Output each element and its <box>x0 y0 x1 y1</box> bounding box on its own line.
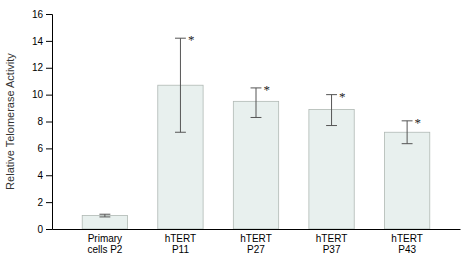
bar <box>233 101 278 229</box>
y-tick-mark <box>46 148 52 149</box>
annotation: * <box>188 32 195 47</box>
x-axis: Primarycells P2 hTERTP11 hTERTP27 hTERTP37 h… <box>53 230 461 256</box>
y-tick: 0 <box>37 224 52 235</box>
x-tick: hTERTP11 <box>165 233 197 255</box>
annotations: * * * * <box>188 32 421 130</box>
y-tick-label: 6 <box>37 143 43 154</box>
y-tick-mark <box>46 202 52 203</box>
error-bar <box>99 214 110 217</box>
x-tick-label: Primarycells P2 <box>87 233 122 255</box>
y-tick-mark <box>46 175 52 176</box>
y-tick: 12 <box>32 62 52 73</box>
x-tick: hTERTP37 <box>316 233 348 255</box>
x-axis-line <box>53 229 461 230</box>
x-tick-label: hTERTP43 <box>391 233 423 255</box>
x-tick-label: hTERTP27 <box>240 233 272 255</box>
bar <box>309 109 354 229</box>
y-tick-label: 16 <box>32 9 44 20</box>
y-axis-line <box>46 15 53 230</box>
x-tick-label: hTERTP11 <box>165 233 197 255</box>
y-tick-mark <box>46 229 52 230</box>
y-tick: 16 <box>32 9 52 20</box>
y-tick-label: 12 <box>32 62 44 73</box>
plot-area: 0 2 4 6 8 10 12 14 16 Primarycells P2 hTERTP11 hTER… <box>32 9 461 255</box>
error-bar <box>326 95 337 126</box>
annotation: * <box>339 89 346 104</box>
y-tick-mark <box>46 95 52 96</box>
bar <box>82 216 127 229</box>
y-tick: 2 <box>37 197 52 208</box>
x-tick: Primarycells P2 <box>87 233 122 255</box>
y-tick-label: 8 <box>37 116 43 127</box>
y-tick-mark <box>46 14 52 15</box>
y-tick-label: 14 <box>32 36 44 47</box>
x-tick-label: hTERTP37 <box>316 233 348 255</box>
chart: 0 2 4 6 8 10 12 14 16 Primarycells P2 hTERTP11 hTER… <box>0 0 474 269</box>
marks <box>82 38 430 229</box>
y-tick-mark <box>46 68 52 69</box>
x-tick: hTERTP27 <box>240 233 272 255</box>
y-tick-label: 2 <box>37 197 43 208</box>
y-tick-mark <box>46 122 52 123</box>
error-bar <box>251 88 262 118</box>
y-tick-label: 0 <box>37 224 43 235</box>
bar <box>384 132 429 229</box>
y-axis: 0 2 4 6 8 10 12 14 16 <box>32 9 53 235</box>
annotation: * <box>263 82 270 97</box>
error-bar <box>402 121 413 144</box>
y-tick-mark <box>46 41 52 42</box>
annotation: * <box>415 115 422 130</box>
y-tick: 10 <box>32 89 52 100</box>
y-tick: 4 <box>37 170 52 181</box>
x-tick: hTERTP43 <box>391 233 423 255</box>
y-axis-title: Relative Telomerase Activity <box>4 53 16 190</box>
error-bar <box>175 38 186 132</box>
y-tick-label: 4 <box>37 170 43 181</box>
y-tick: 6 <box>37 143 52 154</box>
y-tick: 8 <box>37 116 52 127</box>
y-tick: 14 <box>32 36 52 47</box>
y-tick-label: 10 <box>32 89 44 100</box>
